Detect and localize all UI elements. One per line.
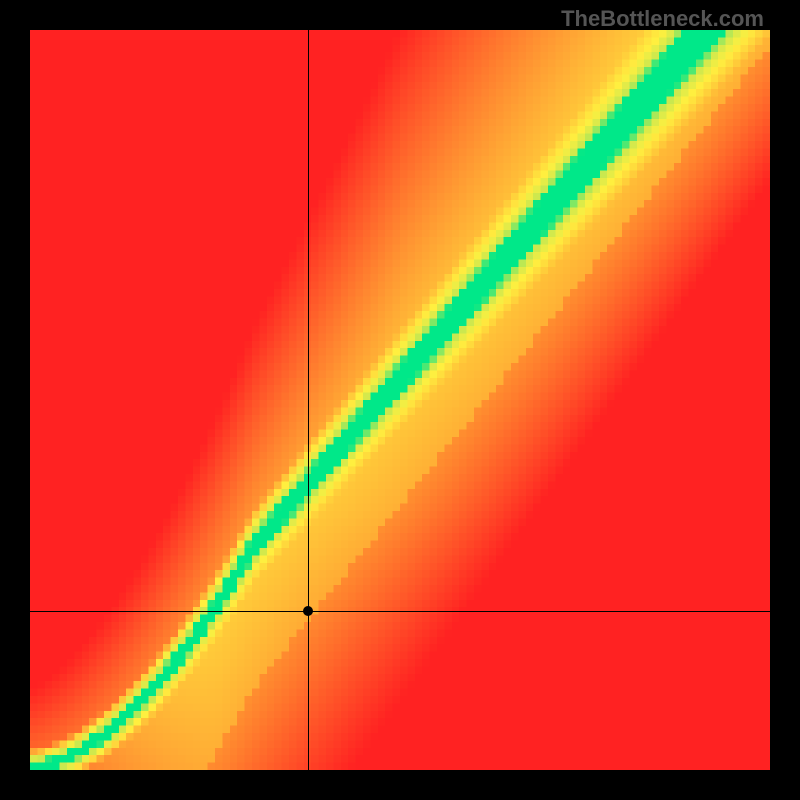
crosshair-vertical bbox=[308, 30, 309, 770]
chart-container: TheBottleneck.com bbox=[0, 0, 800, 800]
heatmap-canvas bbox=[30, 30, 770, 770]
watermark-text: TheBottleneck.com bbox=[561, 6, 764, 32]
marker-dot bbox=[303, 606, 313, 616]
crosshair-horizontal bbox=[30, 611, 770, 612]
plot-area bbox=[30, 30, 770, 770]
